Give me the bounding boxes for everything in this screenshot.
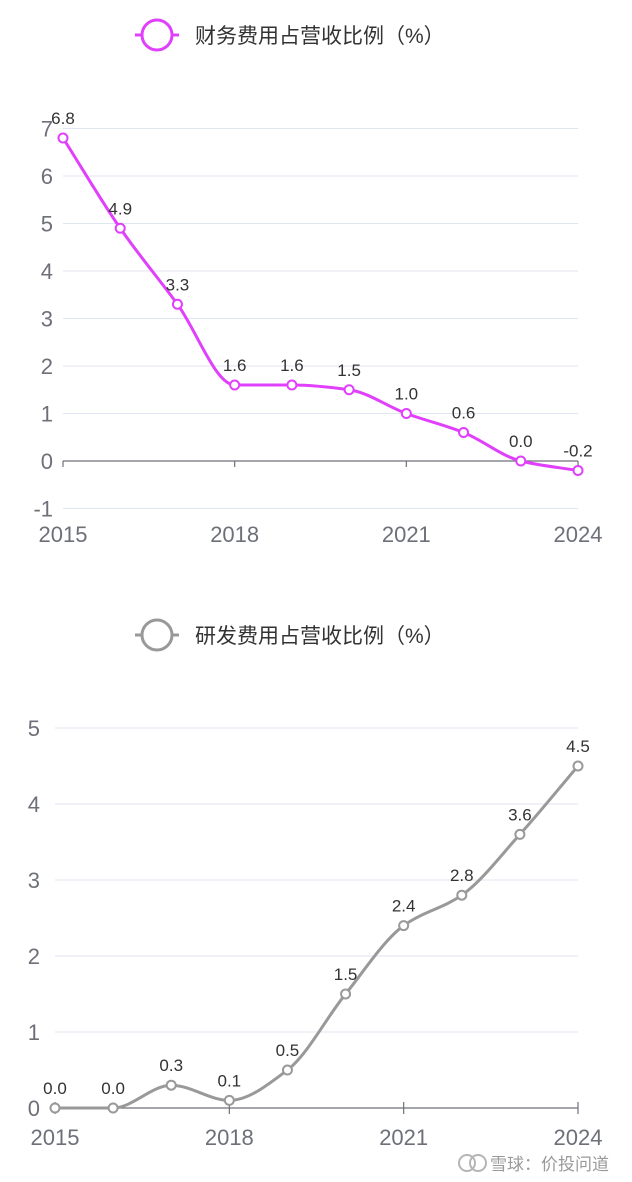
- x-tick-label: 2024: [554, 1125, 603, 1150]
- y-tick-label: 7: [41, 117, 53, 142]
- x-tick-label: 2015: [39, 522, 88, 547]
- data-point[interactable]: [229, 379, 241, 391]
- x-tick-label: 2021: [379, 1125, 428, 1150]
- legend-finance[interactable]: 财务费用占营收比例（%）: [135, 18, 445, 52]
- data-point[interactable]: [400, 408, 412, 419]
- x-tick-label: 2021: [382, 522, 431, 547]
- data-point[interactable]: [286, 379, 298, 391]
- series-line-rd: [55, 765, 580, 1110]
- data-point[interactable]: [281, 1064, 293, 1076]
- data-point[interactable]: [165, 1079, 177, 1091]
- chart-finance: 财务费用占营收比例（%） -1 0 1 2 3 4 5 6 7 2015 2018 2021 2024 6.…: [33, 18, 603, 547]
- legend-rd[interactable]: 研发费用占营收比例（%）: [135, 618, 445, 652]
- data-label: 0.0: [101, 1079, 125, 1098]
- data-point[interactable]: [572, 760, 584, 772]
- data-label: 1.5: [337, 361, 361, 380]
- y-tick-label: -1: [33, 497, 53, 522]
- y-tick-label: 4: [28, 792, 40, 817]
- data-label: 2.8: [450, 866, 474, 885]
- y-tick-label: 0: [41, 449, 53, 474]
- data-label: 0.5: [276, 1041, 300, 1060]
- y-tick-label: 4: [41, 259, 53, 284]
- data-point[interactable]: [343, 384, 355, 396]
- data-point[interactable]: [572, 465, 584, 476]
- data-label: 2.4: [392, 897, 416, 916]
- data-label: 1.6: [280, 356, 304, 375]
- data-point[interactable]: [114, 222, 126, 234]
- data-label: 0.0: [43, 1079, 67, 1098]
- data-label: 0.1: [218, 1071, 242, 1090]
- data-label: 0.6: [452, 404, 476, 423]
- y-tick-label: 5: [28, 716, 40, 741]
- y-tick-label: 2: [41, 354, 53, 379]
- chart-rd: 研发费用占营收比例（%） 0 1 2 3 4 5 2015 2018 2021 2024 0.0 0.0…: [28, 618, 603, 1150]
- data-label: 0.0: [509, 432, 533, 451]
- data-point[interactable]: [398, 920, 410, 932]
- data-label: 3.6: [508, 805, 532, 824]
- legend-label[interactable]: 财务费用占营收比例（%）: [195, 25, 445, 48]
- series-line-finance: [61, 137, 579, 472]
- y-tick-label: 6: [41, 164, 53, 189]
- y-tick-label: 3: [41, 307, 53, 332]
- data-point[interactable]: [49, 1102, 61, 1114]
- data-point[interactable]: [456, 889, 468, 901]
- legend-circle-icon: [140, 618, 174, 652]
- data-point[interactable]: [171, 298, 183, 310]
- y-tick-label: 0: [28, 1096, 40, 1121]
- y-tick-label: 3: [28, 868, 40, 893]
- y-tick-label: 1: [28, 1020, 40, 1045]
- data-point[interactable]: [458, 427, 470, 438]
- data-point[interactable]: [57, 132, 69, 144]
- data-label: 1.0: [395, 385, 419, 404]
- data-label: 1.6: [223, 356, 247, 375]
- legend-label[interactable]: 研发费用占营收比例（%）: [195, 625, 445, 648]
- y-tick-label: 5: [41, 212, 53, 237]
- data-label: 1.5: [334, 965, 358, 984]
- data-label: -0.2: [563, 442, 592, 461]
- data-label: 6.8: [51, 109, 75, 128]
- x-tick-label: 2015: [31, 1125, 80, 1150]
- y-tick-label: 2: [28, 944, 40, 969]
- x-tick-label: 2018: [210, 522, 259, 547]
- data-point[interactable]: [223, 1094, 235, 1106]
- data-label: 4.5: [566, 737, 590, 756]
- legend-circle-icon: [140, 18, 174, 52]
- x-tick-label: 2024: [554, 522, 603, 547]
- data-label: 3.3: [166, 275, 190, 294]
- data-label: 4.9: [108, 199, 132, 218]
- data-point[interactable]: [107, 1102, 119, 1114]
- data-point[interactable]: [514, 828, 526, 840]
- data-label: 0.3: [159, 1056, 183, 1075]
- data-point[interactable]: [340, 988, 352, 1000]
- y-tick-label: 1: [41, 402, 53, 427]
- data-point[interactable]: [515, 455, 527, 467]
- x-tick-label: 2018: [205, 1125, 254, 1150]
